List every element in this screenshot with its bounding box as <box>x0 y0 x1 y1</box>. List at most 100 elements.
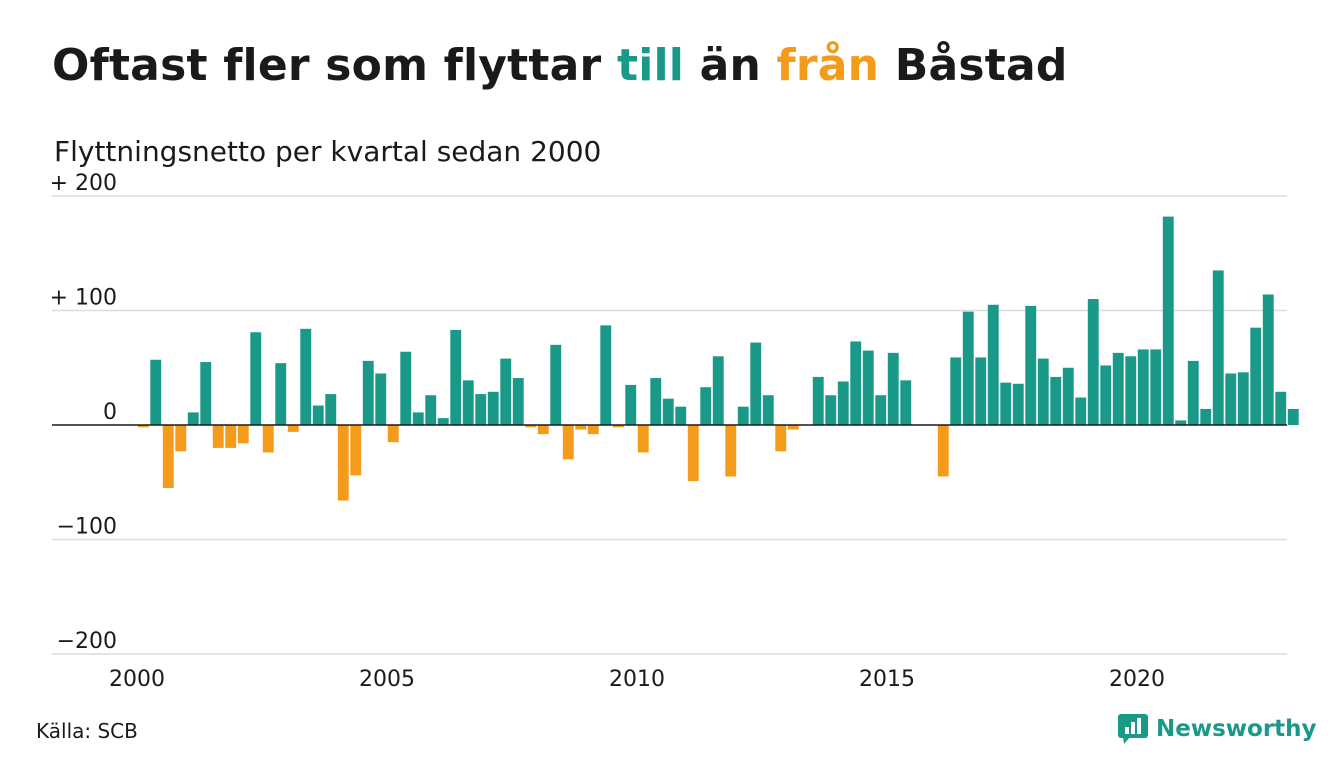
bar <box>525 425 537 428</box>
bar <box>1087 299 1099 425</box>
bar <box>375 373 387 425</box>
x-tick-label: 2015 <box>859 667 915 692</box>
y-axis-ticks: −200 −100 0 + 100 + 200 <box>50 171 117 654</box>
title-part-2: än <box>684 40 777 91</box>
y-tick-label: −200 <box>57 629 117 654</box>
bar <box>1200 408 1212 425</box>
bar <box>1187 360 1199 425</box>
bar <box>687 425 699 482</box>
bar <box>1050 376 1062 425</box>
bar <box>1100 365 1112 425</box>
bar <box>1175 420 1187 425</box>
bar <box>1062 367 1074 425</box>
x-tick-label: 2005 <box>359 667 415 692</box>
bar <box>700 387 712 425</box>
bar <box>737 406 749 425</box>
bar <box>1000 382 1012 425</box>
bar <box>287 425 299 432</box>
bar <box>1137 349 1149 425</box>
bar <box>575 425 587 430</box>
bar <box>712 356 724 425</box>
title-word-fran: från <box>776 40 880 91</box>
chart-subtitle: Flyttningsnetto per kvartal sedan 2000 <box>54 135 602 168</box>
y-tick-label: 0 <box>103 400 117 425</box>
bar <box>550 344 562 425</box>
grid-lines <box>52 195 1287 655</box>
bar <box>875 395 887 425</box>
bar <box>425 395 437 425</box>
title-word-till: till <box>616 40 685 91</box>
bar <box>1250 327 1262 425</box>
bar-chart: −200 −100 0 + 100 + 200 2000 2005 2010 2015 2020 <box>50 171 1299 692</box>
bar <box>1012 383 1024 425</box>
bar <box>350 425 362 476</box>
bar <box>637 425 649 453</box>
bars <box>137 216 1299 501</box>
bar <box>900 380 912 425</box>
bar <box>662 398 674 425</box>
brand-name: Newsworthy <box>1156 716 1317 742</box>
bar <box>475 394 487 425</box>
bar <box>512 378 524 425</box>
bar <box>1125 356 1137 425</box>
bar <box>850 341 862 425</box>
bar <box>725 425 737 477</box>
bar <box>775 425 787 452</box>
bar <box>225 425 237 448</box>
bar <box>787 425 799 430</box>
bar <box>200 362 212 425</box>
bar <box>825 395 837 425</box>
bar <box>387 425 399 443</box>
y-tick-label: + 100 <box>50 286 117 311</box>
bar <box>1237 372 1249 425</box>
title-part-3: Båstad <box>879 40 1068 91</box>
x-axis-ticks: 2000 2005 2010 2015 2020 <box>109 667 1165 692</box>
bar <box>950 357 962 425</box>
newsworthy-logo-icon <box>1118 714 1148 744</box>
bar <box>812 376 824 425</box>
bar <box>412 412 424 425</box>
bar <box>887 352 899 425</box>
bar <box>250 332 262 425</box>
bar <box>1212 270 1224 425</box>
bar <box>937 425 949 477</box>
bar <box>537 425 549 435</box>
bar <box>1075 397 1087 425</box>
source-note: Källa: SCB <box>36 719 138 743</box>
bar <box>275 363 287 425</box>
bar <box>450 329 462 425</box>
title-part-1: Oftast fler som flyttar <box>52 40 617 91</box>
newsworthy-brand: Newsworthy <box>1118 714 1317 744</box>
bar <box>750 342 762 425</box>
bar <box>862 350 874 425</box>
x-tick-label: 2000 <box>109 667 165 692</box>
bar <box>1275 391 1287 425</box>
bar <box>462 380 474 425</box>
bar <box>400 351 412 425</box>
bar <box>1162 216 1174 425</box>
bar <box>1150 349 1162 425</box>
bar <box>600 325 612 425</box>
bar <box>362 360 374 425</box>
bar <box>837 381 849 425</box>
bar <box>1037 358 1049 425</box>
bar <box>650 378 662 425</box>
bar <box>337 425 349 501</box>
bar <box>987 304 999 425</box>
chart-title: Oftast fler som flyttar till än från Bås… <box>52 40 1068 91</box>
bar <box>612 425 624 428</box>
bar <box>762 395 774 425</box>
bar <box>175 425 187 452</box>
bar <box>962 311 974 425</box>
bar <box>562 425 574 460</box>
bar <box>237 425 249 444</box>
x-tick-label: 2020 <box>1109 667 1165 692</box>
bar <box>625 384 637 425</box>
y-tick-label: + 200 <box>50 171 117 196</box>
y-tick-label: −100 <box>57 515 117 540</box>
bar <box>187 412 199 425</box>
bar <box>487 391 499 425</box>
bar <box>1287 408 1299 425</box>
bar <box>150 359 162 425</box>
bar <box>675 406 687 425</box>
